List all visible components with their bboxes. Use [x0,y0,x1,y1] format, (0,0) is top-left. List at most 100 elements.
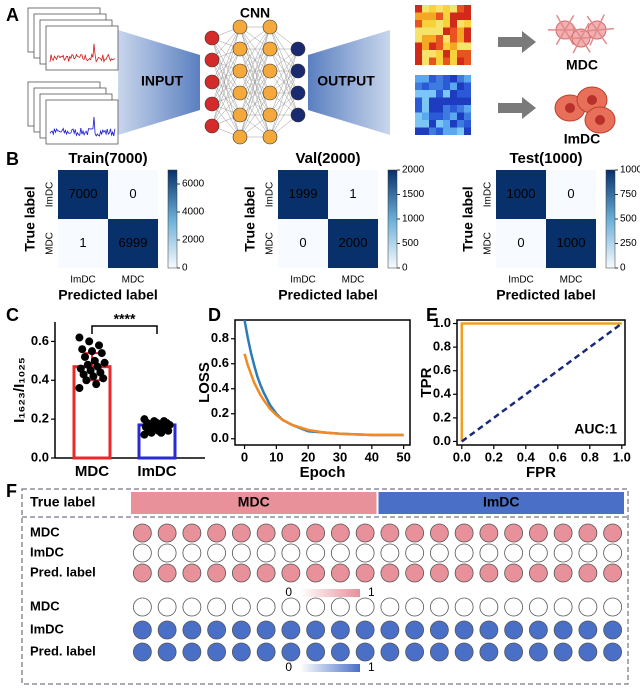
node [204,118,220,134]
heatmap-cell [429,120,436,128]
heatmap-cell [415,82,422,90]
heatmap-cell [422,82,429,90]
y-tick-label: MDC [265,232,276,255]
connection [239,92,271,138]
node [232,107,248,123]
node [262,63,278,79]
y-tick-label: 0.6 [31,333,49,348]
colorbar-tick-label: 2000 [402,165,425,176]
connection [269,48,299,116]
connection [211,26,241,105]
prob-circle [603,563,623,583]
matrix-cell [328,170,378,219]
heatmap-cell [436,5,443,13]
x-axis-label: Predicted label [278,287,378,303]
matrix-cell [108,170,158,219]
x-tick-label: 0.2 [485,449,503,464]
x-tick-label: ImDC [290,275,316,286]
row-label: ImDC [30,621,65,636]
prob-circle [355,642,375,662]
node [262,107,278,123]
prob-circle [603,523,623,543]
prob-circle [429,642,449,662]
heatmap-cell [429,20,436,28]
prob-circle [231,543,251,563]
heatmap-cell [415,120,422,128]
scale-bar [300,664,360,672]
node [290,63,306,79]
heatmap-cell [443,97,450,105]
heatmap-cell [436,35,443,43]
connection [269,48,299,138]
prob-circle [182,642,202,662]
prob-circle [157,523,177,543]
heatmap-cell [457,27,464,35]
scale-label: 1 [368,585,375,599]
heatmap-cell [443,75,450,83]
y-tick-label: 0.4 [211,380,230,395]
colorbar-tick-label: 1000 [620,165,640,176]
prob-circle [429,523,449,543]
prob-circle [454,523,474,543]
x-tick-label: 0.0 [453,449,471,464]
matrix-cell [546,219,596,268]
signal-frame [45,99,119,145]
heatmap-cell [422,42,429,50]
matrix-title: Train(7000) [68,150,147,167]
x-tick-label: ImDC [70,275,96,286]
data-point [81,352,89,361]
prob-circle [306,620,326,640]
cell-icon [565,103,575,113]
x-tick-label: ImDC [137,463,176,480]
heatmap-cell [429,82,436,90]
panel-label: A [6,5,19,25]
x-tick-label: 50 [396,449,410,464]
prob-circle [231,597,251,617]
prob-circle [553,523,573,543]
heatmap-cell [457,20,464,28]
prob-circle [207,563,227,583]
prob-circle [355,597,375,617]
prob-circle [281,523,301,543]
panel-f-box [21,488,629,685]
heatmap-cell [443,42,450,50]
prob-circle [603,543,623,563]
prob-circle [553,620,573,640]
heatmap-cell [436,90,443,98]
input-funnel [118,30,200,135]
heatmap-cell [450,127,457,135]
matrix-cell [496,219,546,268]
data-point [97,349,106,358]
cell-icon [580,29,598,33]
connection [239,26,271,94]
heatmap-cell [422,27,429,35]
node [232,85,248,101]
prob-circle [603,642,623,662]
x-axis-label: FPR [526,464,556,481]
prob-circle [405,563,425,583]
data-point [147,428,156,437]
y-tick-label: 0.4 [433,386,452,401]
prob-circle [405,597,425,617]
connection [239,26,271,116]
prob-circle [454,563,474,583]
heatmap-cell [464,20,471,28]
heatmap-cell [450,97,457,105]
signal-frame [45,25,119,71]
prob-circle [207,523,227,543]
heatmap-cell [450,90,457,98]
cell-value: 0 [517,235,524,250]
node [290,41,306,57]
prob-circle [182,543,202,563]
x-axis-label: Epoch [300,464,346,481]
heatmap-cell [457,105,464,113]
colorbar [387,169,398,269]
cell-icon [571,23,582,39]
heatmap-cell [436,82,443,90]
heatmap-cell [415,75,422,83]
prob-circle [553,642,573,662]
prob-circle [578,642,598,662]
prob-circle [231,620,251,640]
prob-circle [132,642,152,662]
